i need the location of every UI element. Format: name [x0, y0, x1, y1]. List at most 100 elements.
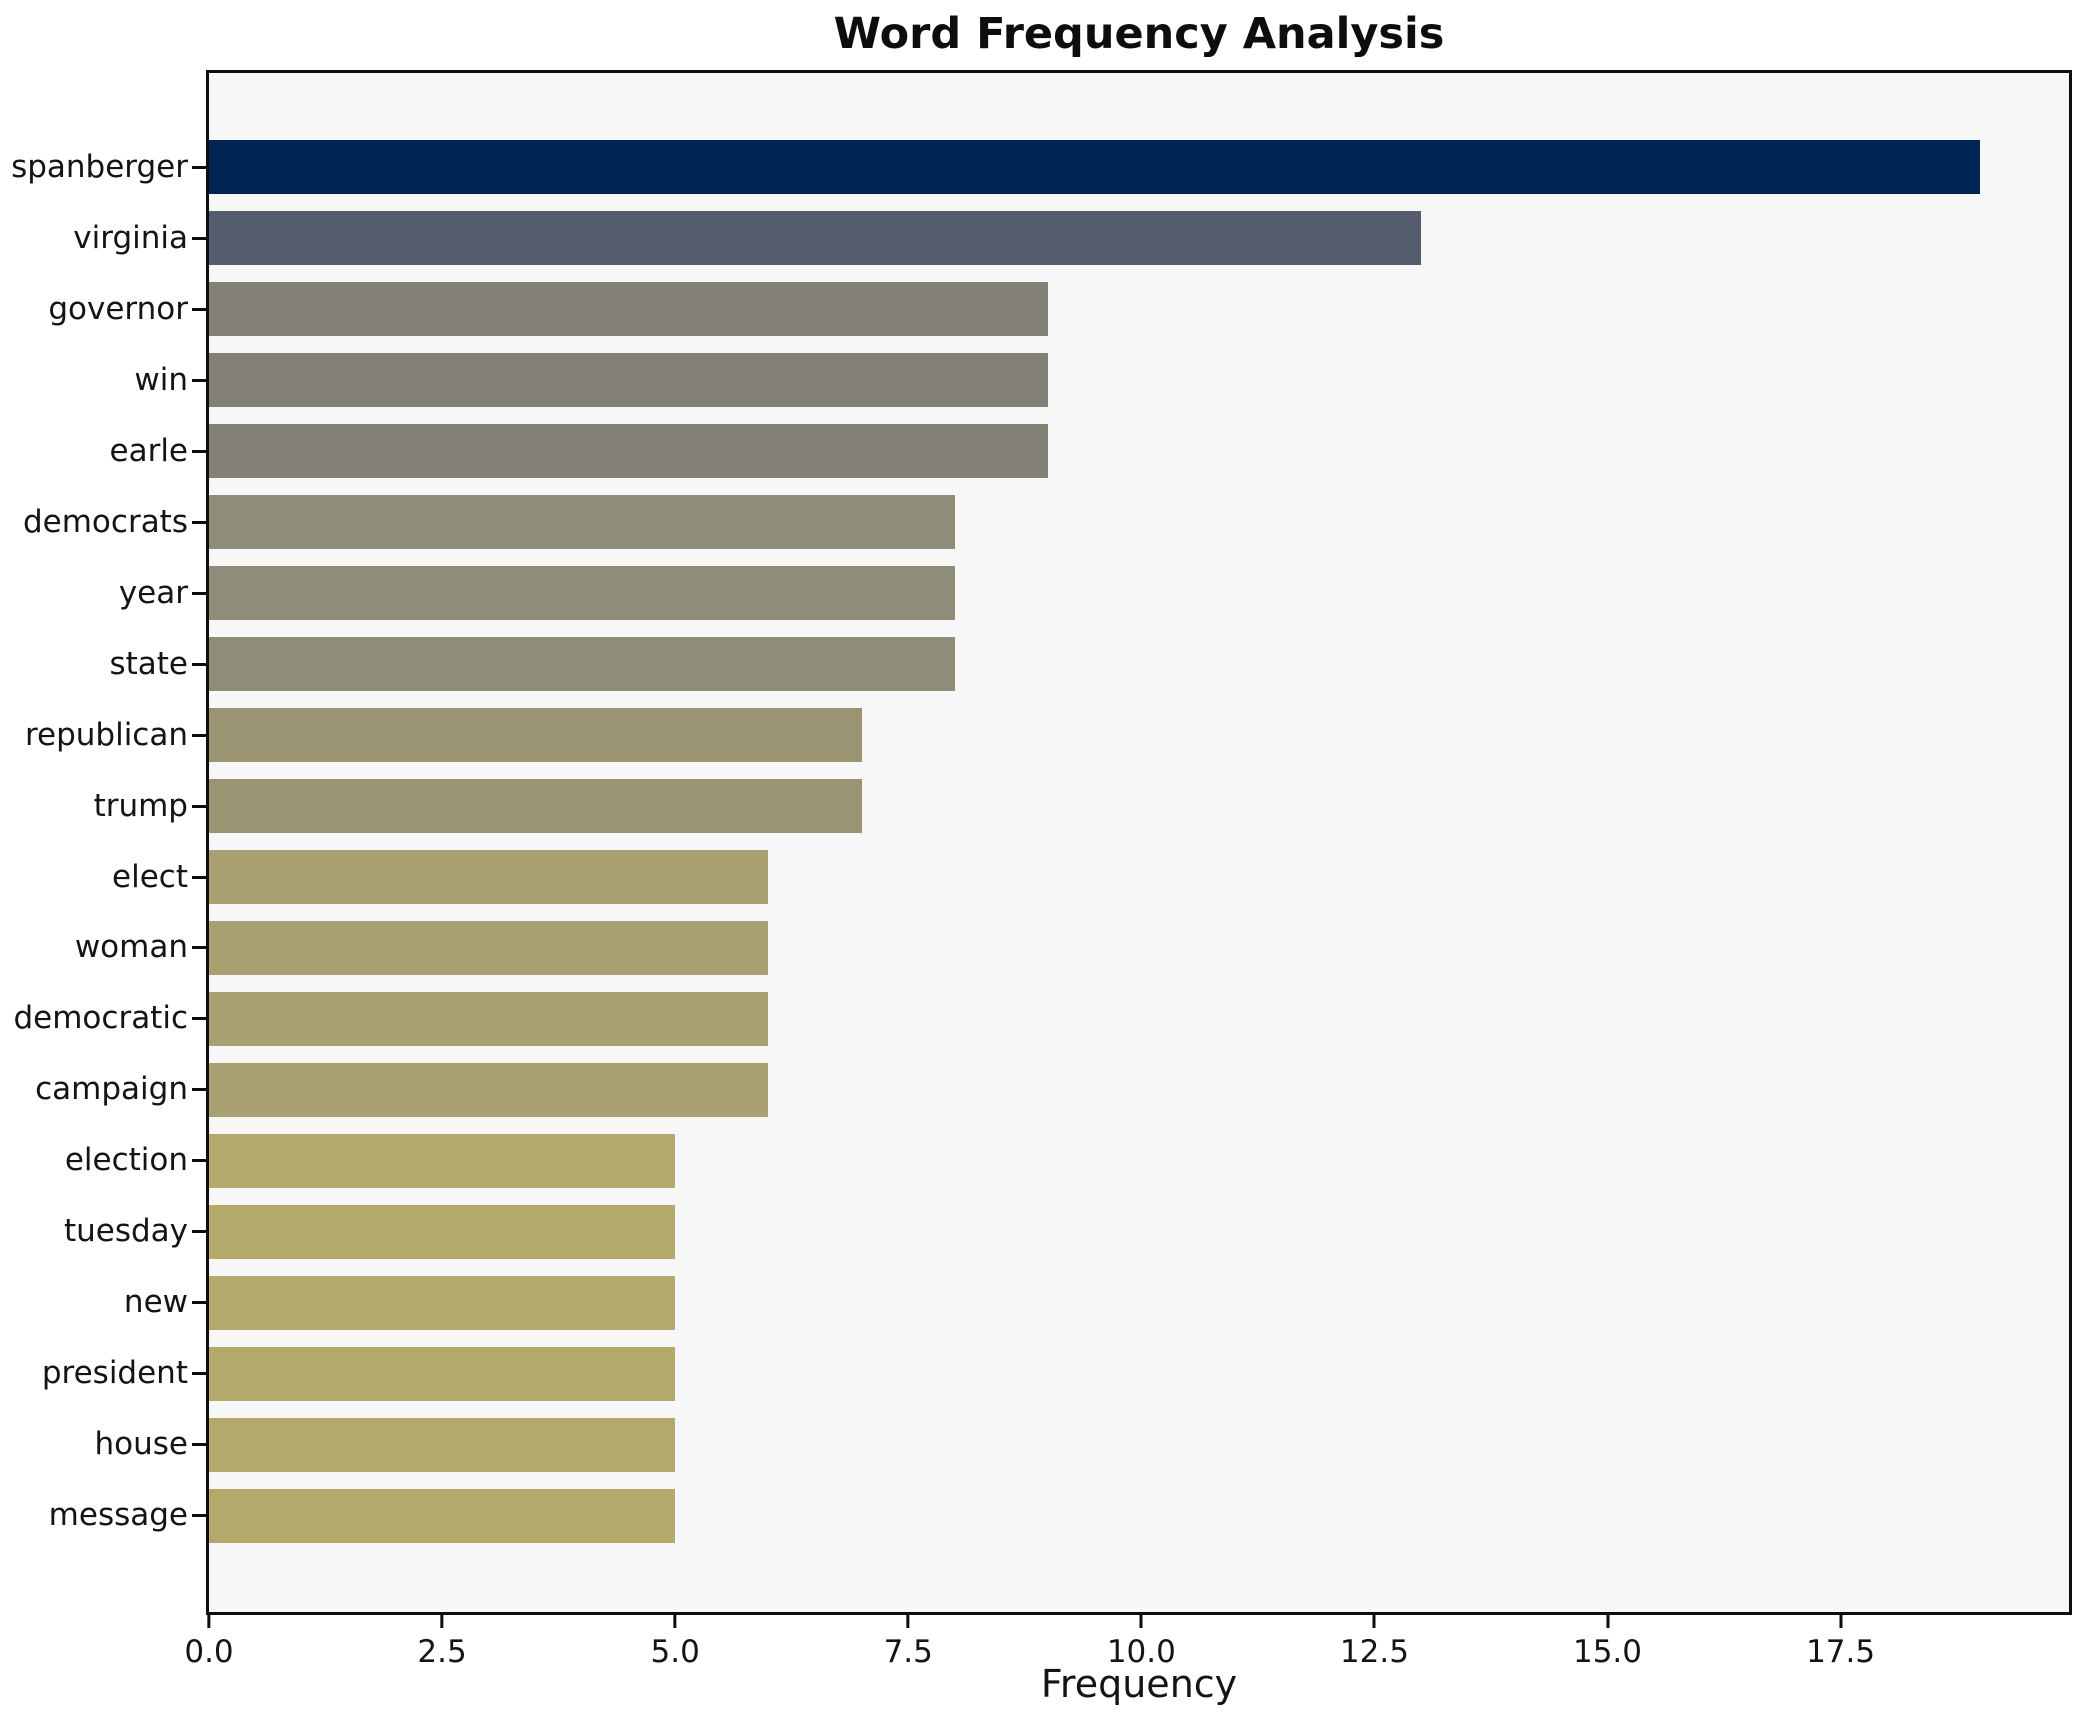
y-axis-label: democratic: [13, 1000, 188, 1037]
bar-row: election: [0, 1125, 2069, 1196]
y-axis-label: trump: [93, 787, 188, 824]
bar-row: republican: [0, 700, 2069, 771]
bar-track: [209, 842, 2069, 913]
x-tick-mark: [906, 1614, 910, 1628]
bar: [209, 211, 1422, 266]
bar-track: [209, 771, 2069, 842]
bar-row: house: [0, 1409, 2069, 1480]
bar-row: virginia: [0, 203, 2069, 274]
y-tick-mark: [192, 1443, 206, 1447]
bar-row: spanberger: [0, 132, 2069, 203]
y-tick-mark: [192, 378, 206, 382]
bar-track: [209, 1409, 2069, 1480]
bar-track: [209, 629, 2069, 700]
y-tick-mark: [192, 1514, 206, 1518]
y-axis-label: state: [109, 645, 188, 682]
x-tick-label: 5.0: [650, 1634, 700, 1670]
y-axis-label: message: [48, 1497, 188, 1534]
bar-row: state: [0, 629, 2069, 700]
y-axis-label: woman: [74, 929, 188, 966]
y-axis-label: win: [134, 361, 188, 398]
y-tick-mark: [192, 520, 206, 524]
x-tick-label: 17.5: [1806, 1634, 1876, 1670]
bar: [209, 566, 955, 621]
bar-track: [209, 1338, 2069, 1409]
y-axis-label: election: [64, 1142, 188, 1179]
y-axis-label: democrats: [22, 503, 188, 540]
bar-track: [209, 274, 2069, 345]
y-tick-mark: [192, 804, 206, 808]
bar-row: new: [0, 1267, 2069, 1338]
bar-row: president: [0, 1338, 2069, 1409]
y-tick-mark: [192, 1230, 206, 1234]
bar-track: [209, 487, 2069, 558]
y-axis-label: virginia: [73, 219, 188, 256]
bar-track: [209, 1196, 2069, 1267]
bar: [209, 1488, 676, 1543]
bar-row: trump: [0, 771, 2069, 842]
x-tick-label: 12.5: [1339, 1634, 1409, 1670]
bar: [209, 850, 769, 904]
bar-row: democratic: [0, 983, 2069, 1054]
bar-track: [209, 1267, 2069, 1338]
y-axis-label: earle: [109, 432, 189, 469]
x-axis-tick: 0.0: [184, 1614, 234, 1671]
y-axis-label: year: [118, 574, 188, 611]
bar: [209, 920, 769, 975]
bar-row: woman: [0, 912, 2069, 983]
y-axis-label: tuesday: [63, 1213, 188, 1250]
bar: [209, 1275, 676, 1330]
y-tick-mark: [192, 875, 206, 879]
x-tick-label: 2.5: [417, 1634, 467, 1670]
y-axis-label: spanberger: [11, 148, 188, 185]
y-tick-mark: [192, 236, 206, 240]
bar-track: [209, 345, 2069, 416]
y-tick-mark: [192, 449, 206, 453]
x-axis-tick: 7.5: [884, 1614, 933, 1671]
bar: [209, 1346, 676, 1401]
bar: [209, 1062, 769, 1117]
x-tick-mark: [1605, 1614, 1609, 1628]
bar-row: win: [0, 345, 2069, 416]
y-tick-mark: [192, 1088, 206, 1092]
bar-track: [209, 132, 2069, 203]
x-axis-tick: 15.0: [1573, 1614, 1642, 1671]
y-tick-mark: [192, 946, 206, 950]
y-axis-label: new: [123, 1284, 188, 1321]
y-tick-mark: [192, 1017, 206, 1021]
y-tick-mark: [192, 662, 206, 666]
x-tick-label: 0.0: [184, 1634, 234, 1670]
chart-title: Word Frequency Analysis: [833, 9, 1445, 59]
y-axis-label: republican: [24, 716, 188, 753]
bar: [209, 353, 1049, 408]
bar-row: governor: [0, 274, 2069, 345]
bars-layer: spanberger virginia governor win earle democr…: [0, 70, 2069, 1615]
bar-row: democrats: [0, 487, 2069, 558]
y-axis-label: house: [94, 1426, 188, 1463]
bar: [209, 1204, 676, 1259]
bar: [209, 282, 1049, 337]
y-axis-label: president: [41, 1355, 188, 1392]
y-tick-mark: [192, 165, 206, 169]
x-tick-label: 7.5: [883, 1634, 933, 1670]
x-axis-tick: 2.5: [417, 1614, 467, 1671]
bar: [209, 495, 955, 550]
x-tick-mark: [673, 1614, 677, 1628]
x-tick-label: 10.0: [1106, 1634, 1176, 1670]
bar-track: [209, 558, 2069, 629]
y-tick-mark: [192, 307, 206, 311]
y-tick-mark: [192, 591, 206, 595]
x-tick-mark: [1139, 1614, 1143, 1628]
x-tick-mark: [1839, 1614, 1843, 1628]
bar-track: [209, 912, 2069, 983]
y-tick-mark: [192, 1159, 206, 1163]
bar-track: [209, 1054, 2069, 1125]
bar-track: [209, 700, 2069, 771]
bar-row: year: [0, 558, 2069, 629]
x-axis-tick: 17.5: [1806, 1614, 1875, 1671]
bar-track: [209, 416, 2069, 487]
bar: [209, 637, 955, 692]
bar: [209, 140, 1981, 195]
bar-row: elect: [0, 842, 2069, 913]
